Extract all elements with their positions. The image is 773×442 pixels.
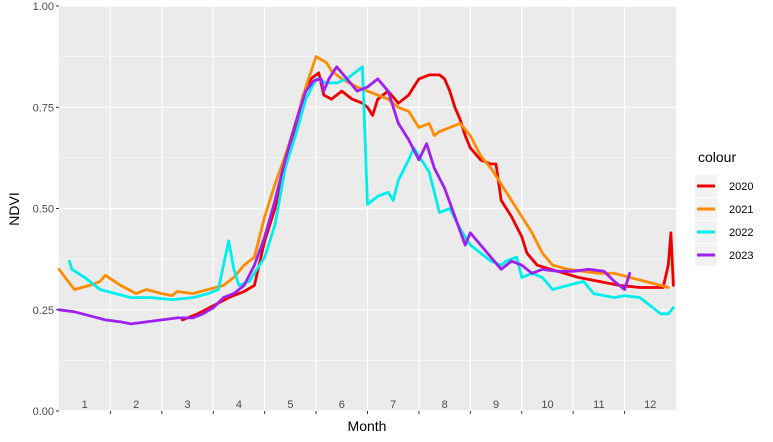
legend: colour 2020 2021 2022 2023 [695,149,753,266]
month-label: 10 [541,399,553,411]
month-label: 1 [82,399,88,411]
y-tick-label: 0.50 [33,204,54,216]
y-tick-label: 0.25 [33,305,54,317]
major-grid-lines-x [109,6,626,411]
y-axis-title: NDVI [6,192,22,225]
month-label: 2 [133,399,139,411]
month-label: 12 [644,399,656,411]
month-label: 6 [339,399,345,411]
series-line-2022 [67,65,675,316]
y-tick-label: 0.75 [33,102,54,114]
month-label: 7 [390,399,396,411]
month-label: 11 [593,399,604,411]
x-axis [109,411,626,414]
legend-label-2022: 2022 [729,227,753,239]
month-label: 8 [442,399,448,411]
month-label: 3 [184,399,190,411]
series-line-2021 [57,55,670,297]
month-label: 4 [236,399,242,411]
x-axis-title: Month [348,418,387,434]
month-labels: 1 2 3 4 5 6 7 8 9 10 11 12 [82,399,657,411]
y-tick-label: 0.00 [33,406,54,418]
legend-label-2023: 2023 [729,250,753,262]
y-tick-label: 1.00 [33,1,54,13]
month-label: 9 [493,399,499,411]
series-layer [57,55,675,326]
month-label: 5 [287,399,293,411]
legend-label-2020: 2020 [729,181,753,193]
y-axis: 0.00 0.25 0.50 0.75 1.00 [33,1,59,418]
legend-title: colour [698,149,736,165]
series-line-2023 [57,65,632,326]
legend-label-2021: 2021 [729,204,753,216]
